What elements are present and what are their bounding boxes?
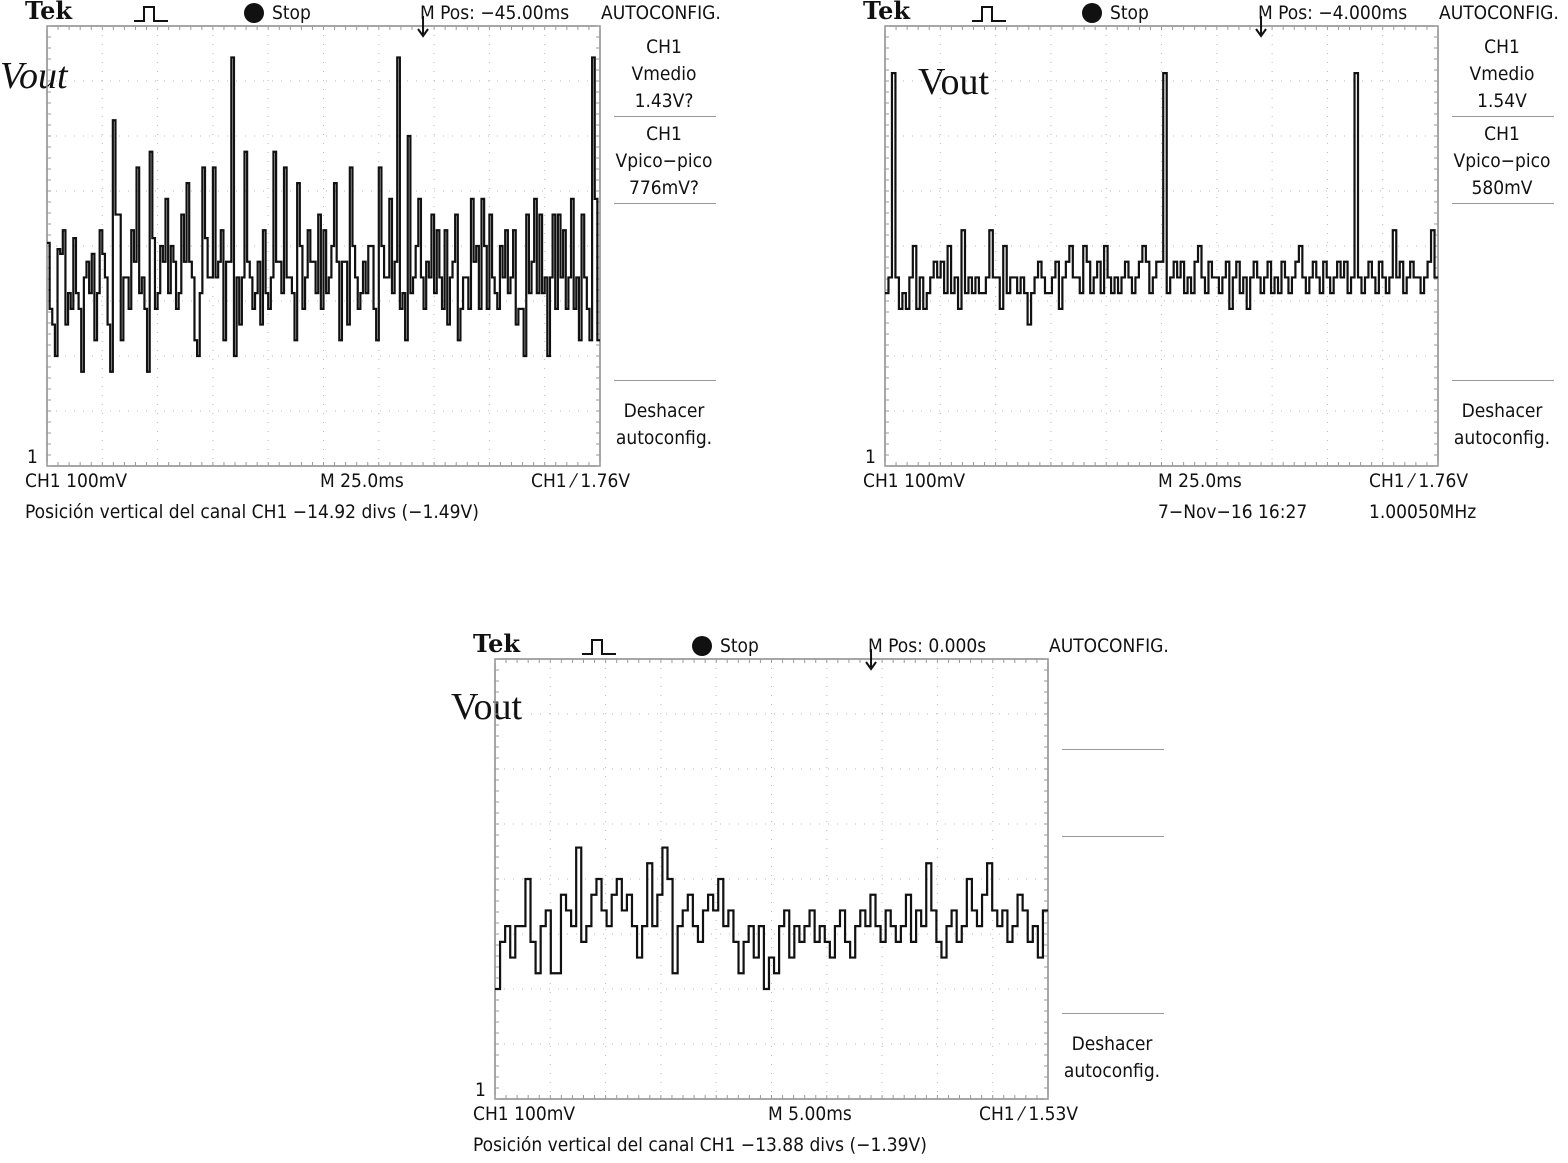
- measurement-vmedio[interactable]: CH1 Vmedio 1.54V: [1447, 34, 1557, 115]
- vertical-position-status: Posición vertical del canal CH1 −13.88 d…: [473, 1134, 927, 1156]
- waveform-trace: [47, 56, 600, 373]
- trigger-position-icon: [1255, 16, 1267, 38]
- timebase: M 25.0ms: [1158, 470, 1242, 492]
- m-pos-readout: M Pos: −4.000ms: [1258, 2, 1408, 24]
- meas-channel: CH1: [1484, 123, 1520, 145]
- run-status: Stop: [272, 2, 311, 24]
- stop-indicator-icon: [692, 636, 712, 656]
- brand-logo: Tek: [473, 629, 521, 658]
- channel-scale: CH1 100mV: [473, 1103, 576, 1125]
- trigger-frequency: 1.00050MHz: [1369, 501, 1477, 523]
- menu-separator: [614, 380, 716, 381]
- undo-autoconfig-button[interactable]: Deshacer autoconfig.: [609, 398, 719, 452]
- m-pos-readout: M Pos: 0.000s: [868, 635, 987, 657]
- m-pos-readout: M Pos: −45.00ms: [420, 2, 570, 24]
- menu-separator: [1062, 749, 1164, 750]
- waveform-trace: [885, 72, 1438, 326]
- measurement-vpp[interactable]: CH1 Vpico−pico 580mV: [1447, 121, 1557, 202]
- meas-value: 776mV?: [628, 177, 700, 199]
- undo-line2: autoconfig.: [1453, 427, 1551, 449]
- brand-logo: Tek: [863, 0, 911, 25]
- undo-line1: Deshacer: [1461, 400, 1543, 422]
- menu-separator: [1452, 203, 1554, 204]
- trace-label: Vout: [0, 55, 68, 97]
- channel-ground-marker: 1: [27, 446, 38, 468]
- vertical-position-status: Posición vertical del canal CH1 −14.92 d…: [25, 501, 479, 523]
- timebase: M 5.00ms: [768, 1103, 852, 1125]
- trace-label: Vout: [918, 61, 990, 103]
- trace-label: Vout: [451, 686, 523, 728]
- menu-separator: [614, 116, 716, 117]
- autoconfig-title: AUTOCONFIG.: [1049, 635, 1169, 657]
- acquisition-icon: [582, 639, 616, 655]
- undo-line2: autoconfig.: [615, 427, 713, 449]
- acquisition-icon: [134, 6, 168, 22]
- menu-separator: [1062, 1013, 1164, 1014]
- undo-line2: autoconfig.: [1063, 1060, 1161, 1082]
- meas-value: 1.54V: [1477, 90, 1527, 112]
- menu-separator: [614, 203, 716, 204]
- channel-scale: CH1 100mV: [863, 470, 966, 492]
- measurement-vmedio[interactable]: CH1 Vmedio 1.43V?: [609, 34, 719, 115]
- waveform-screen: [46, 16, 601, 467]
- trigger-readout: CH1 ⁄ 1.76V: [1369, 470, 1469, 492]
- stop-indicator-icon: [244, 3, 264, 23]
- timebase: M 25.0ms: [320, 470, 404, 492]
- scope-1: Tek Stop M Pos: −45.00ms AUTOCONFIG. Vou…: [0, 0, 721, 530]
- menu-separator: [1452, 380, 1554, 381]
- trigger-readout: CH1 ⁄ 1.53V: [979, 1103, 1079, 1125]
- undo-autoconfig-button[interactable]: Deshacer autoconfig.: [1447, 398, 1557, 452]
- undo-line1: Deshacer: [623, 400, 705, 422]
- trigger-readout: CH1 ⁄ 1.76V: [531, 470, 631, 492]
- trigger-position-icon: [417, 16, 429, 38]
- timestamp: 7−Nov−16 16:27: [1158, 501, 1308, 523]
- meas-label: Vpico−pico: [1453, 150, 1551, 172]
- measurement-vpp[interactable]: CH1 Vpico−pico 776mV?: [609, 121, 719, 202]
- brand-logo: Tek: [25, 0, 73, 25]
- meas-value: 580mV: [1471, 177, 1533, 199]
- meas-label: Vpico−pico: [615, 150, 713, 172]
- scope-3: Tek Stop M Pos: 0.000s AUTOCONFIG. Vout …: [448, 629, 1169, 1163]
- stop-indicator-icon: [1082, 3, 1102, 23]
- undo-autoconfig-button[interactable]: Deshacer autoconfig.: [1057, 1031, 1167, 1085]
- menu-separator: [1062, 836, 1164, 837]
- scope-2: Tek Stop M Pos: −4.000ms AUTOCONFIG. Vou…: [838, 0, 1559, 530]
- channel-ground-marker: 1: [475, 1079, 486, 1101]
- meas-value: 1.43V?: [634, 90, 694, 112]
- meas-channel: CH1: [646, 36, 682, 58]
- meas-label: Vmedio: [1469, 63, 1535, 85]
- run-status: Stop: [1110, 2, 1149, 24]
- meas-channel: CH1: [646, 123, 682, 145]
- acquisition-icon: [972, 6, 1006, 22]
- undo-line1: Deshacer: [1071, 1033, 1153, 1055]
- run-status: Stop: [720, 635, 759, 657]
- meas-channel: CH1: [1484, 36, 1520, 58]
- autoconfig-title: AUTOCONFIG.: [601, 2, 721, 24]
- screen-border: [494, 658, 1049, 1100]
- menu-separator: [1452, 116, 1554, 117]
- meas-label: Vmedio: [631, 63, 697, 85]
- channel-ground-marker: 1: [865, 446, 876, 468]
- trigger-position-icon: [865, 649, 877, 671]
- waveform-trace: [495, 846, 1048, 991]
- waveform-screen: [494, 649, 1049, 1100]
- waveform-screen: [884, 16, 1439, 467]
- autoconfig-title: AUTOCONFIG.: [1439, 2, 1559, 24]
- channel-scale: CH1 100mV: [25, 470, 128, 492]
